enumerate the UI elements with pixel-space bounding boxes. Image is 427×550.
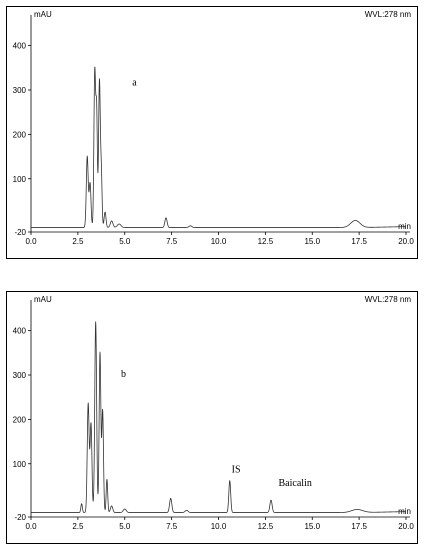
axes: 0.0 2.5 5.0 7.5 10.0 12.5 15.0 17.5 20.0 -20 100 20… — [13, 15, 414, 246]
x-tick-label: 5.0 — [119, 237, 131, 246]
chromatogram-b: 0.0 2.5 5.0 7.5 10.0 12.5 15.0 17.5 20.0 -20 100 20… — [13, 295, 415, 531]
chromatogram-a: 0.0 2.5 5.0 7.5 10.0 12.5 15.0 17.5 20.0 -20 100 20… — [13, 10, 415, 246]
chromatogram-trace — [30, 321, 407, 513]
x-tick-label: 15.0 — [304, 237, 320, 246]
peak-annotation: b — [121, 369, 126, 380]
y-tick-label: 200 — [13, 415, 27, 424]
x-tick-label: 20.0 — [398, 237, 414, 246]
chromatogram-panel-b: 0.0 2.5 5.0 7.5 10.0 12.5 15.0 17.5 20.0 -20 100 20… — [6, 291, 418, 544]
chromatogram-trace — [30, 66, 407, 228]
y-unit-label: mAU — [34, 10, 52, 19]
x-tick-label: 12.5 — [258, 237, 274, 246]
x-tick-label: 7.5 — [166, 237, 178, 246]
peak-annotation: IS — [232, 465, 241, 476]
x-tick-label: 20.0 — [398, 522, 414, 531]
y-tick-label: 300 — [13, 86, 27, 95]
x-tick-label: 2.5 — [72, 522, 84, 531]
y-tick-label: 400 — [13, 327, 27, 336]
y-unit-label: mAU — [34, 295, 52, 304]
y-tick-label: 100 — [13, 175, 27, 184]
y-tick-label: 400 — [13, 42, 27, 51]
y-tick-label: 100 — [13, 460, 27, 469]
x-tick-label: 0.0 — [25, 522, 37, 531]
peak-annotation: a — [132, 78, 137, 89]
x-tick-label: 10.0 — [211, 237, 227, 246]
x-tick-label: 7.5 — [166, 522, 178, 531]
x-tick-label: 5.0 — [119, 522, 131, 531]
y-tick-label: -20 — [14, 513, 26, 522]
y-tick-label: 200 — [13, 130, 27, 139]
y-tick-label: 300 — [13, 371, 27, 380]
x-tick-label: 2.5 — [72, 237, 84, 246]
x-tick-label: 12.5 — [258, 522, 274, 531]
peak-annotation: Baicalin — [279, 478, 312, 489]
x-tick-label: 10.0 — [211, 522, 227, 531]
axes: 0.0 2.5 5.0 7.5 10.0 12.5 15.0 17.5 20.0 -20 100 20… — [13, 300, 414, 531]
wavelength-label: WVL:278 nm — [365, 295, 412, 304]
y-tick-label: -20 — [14, 228, 26, 237]
chromatogram-panel-a: 0.0 2.5 5.0 7.5 10.0 12.5 15.0 17.5 20.0 -20 100 20… — [6, 6, 418, 259]
x-tick-label: 15.0 — [304, 522, 320, 531]
wavelength-label: WVL:278 nm — [365, 10, 412, 19]
x-tick-label: 17.5 — [351, 522, 367, 531]
x-tick-label: 17.5 — [351, 237, 367, 246]
x-tick-label: 0.0 — [25, 237, 37, 246]
